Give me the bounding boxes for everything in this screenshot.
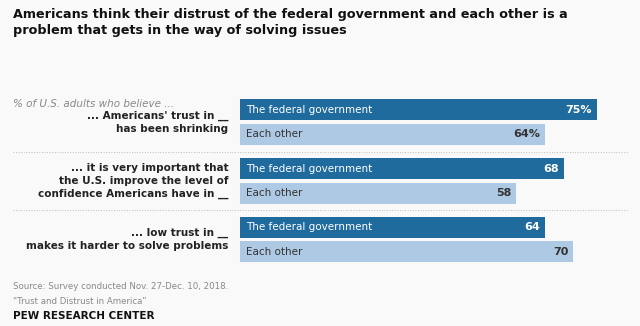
Bar [240,99,597,120]
Text: 70: 70 [553,247,568,257]
Text: The federal government: The federal government [246,164,372,174]
Text: 58: 58 [496,188,511,198]
Text: ... low trust in __
makes it harder to solve problems: ... low trust in __ makes it harder to s… [26,228,228,251]
Text: Each other: Each other [246,247,302,257]
Bar [240,242,573,262]
Text: 68: 68 [543,164,559,174]
Text: Each other: Each other [246,188,302,198]
Text: 64%: 64% [513,129,540,140]
Text: Source: Survey conducted Nov. 27-Dec. 10, 2018.: Source: Survey conducted Nov. 27-Dec. 10… [13,282,228,291]
Text: Americans think their distrust of the federal government and each other is a
pro: Americans think their distrust of the fe… [13,8,568,37]
Text: ... Americans' trust in __
has been shrinking: ... Americans' trust in __ has been shri… [87,111,228,134]
Text: Each other: Each other [246,129,302,140]
Text: "Trust and Distrust in America": "Trust and Distrust in America" [13,297,147,306]
Bar [240,183,516,204]
Text: 75%: 75% [566,105,592,115]
Bar [240,217,545,238]
Text: PEW RESEARCH CENTER: PEW RESEARCH CENTER [13,311,154,321]
Text: ... it is very important that
the U.S. improve the level of
confidence Americans: ... it is very important that the U.S. i… [38,163,228,199]
Text: The federal government: The federal government [246,222,372,232]
Bar [240,158,564,179]
Bar [240,124,545,145]
Text: % of U.S. adults who believe ...: % of U.S. adults who believe ... [13,99,174,110]
Text: The federal government: The federal government [246,105,372,115]
Text: 64: 64 [524,222,540,232]
